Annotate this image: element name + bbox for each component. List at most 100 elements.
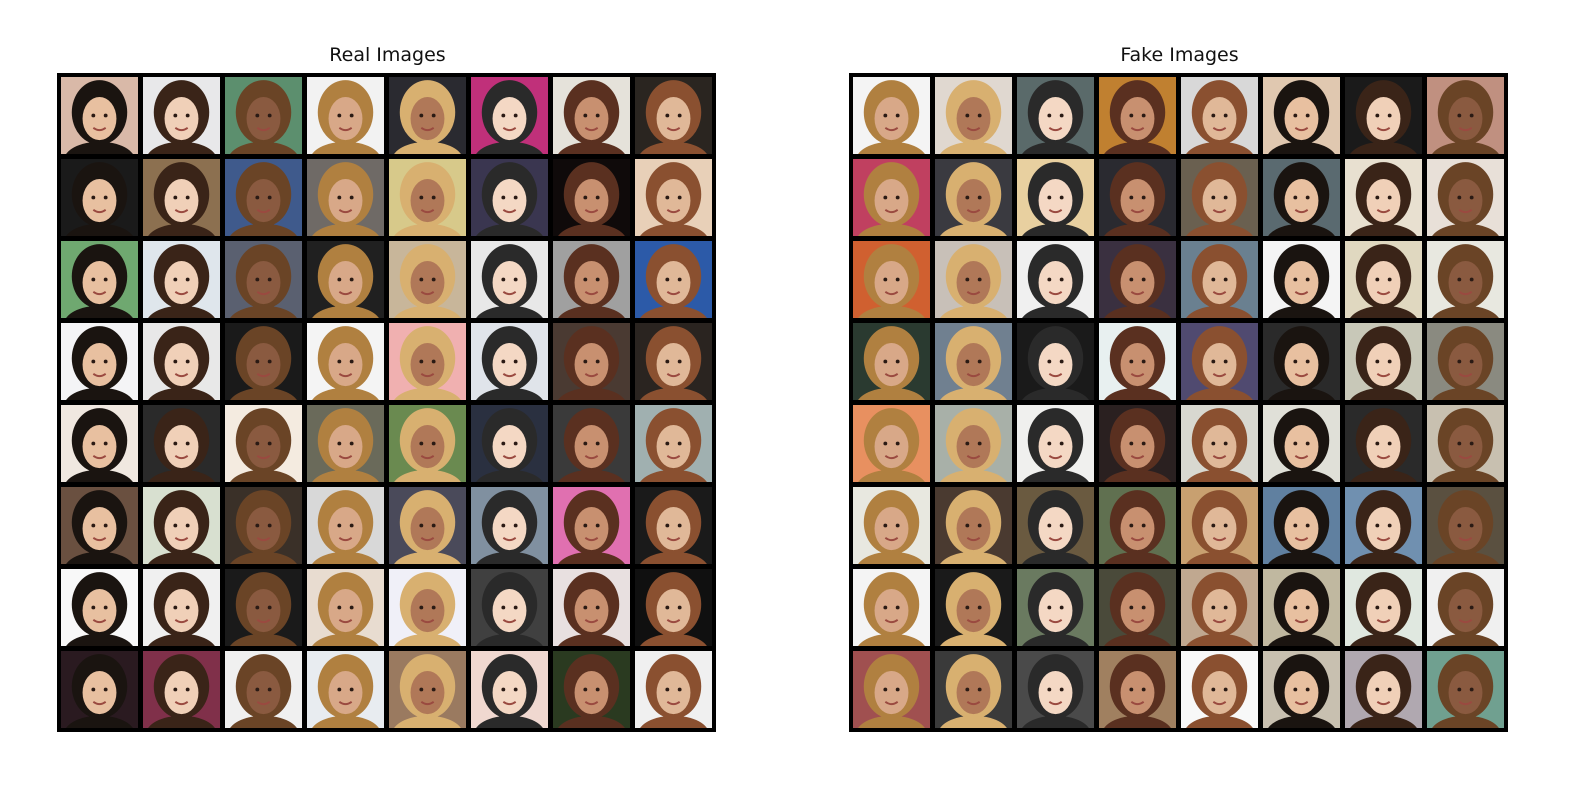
face-icon <box>394 408 461 482</box>
face-icon <box>476 162 543 236</box>
face-icon <box>1350 408 1417 482</box>
face-thumbnail <box>1427 241 1504 318</box>
face-icon <box>66 244 133 318</box>
face-thumbnail <box>1345 77 1422 154</box>
face-thumbnail <box>471 651 548 728</box>
face-thumbnail <box>1345 241 1422 318</box>
face-icon <box>476 490 543 564</box>
face-icon <box>1350 572 1417 646</box>
face-icon <box>148 572 215 646</box>
face-icon <box>1268 244 1335 318</box>
face-icon <box>1104 572 1171 646</box>
face-icon <box>1432 162 1499 236</box>
face-icon <box>940 162 1007 236</box>
face-icon <box>230 326 297 400</box>
face-icon <box>312 408 379 482</box>
image-grid <box>57 73 716 732</box>
face-icon <box>1104 80 1171 154</box>
face-icon <box>558 244 625 318</box>
face-icon <box>394 244 461 318</box>
face-thumbnail <box>143 323 220 400</box>
face-icon <box>1104 654 1171 728</box>
face-icon <box>1022 572 1089 646</box>
face-thumbnail <box>1427 405 1504 482</box>
face-icon <box>312 244 379 318</box>
face-thumbnail <box>1263 77 1340 154</box>
face-thumbnail <box>1345 405 1422 482</box>
face-icon <box>940 326 1007 400</box>
face-icon <box>1350 162 1417 236</box>
face-icon <box>66 408 133 482</box>
face-thumbnail <box>225 569 302 646</box>
face-thumbnail <box>1017 569 1094 646</box>
face-icon <box>1186 162 1253 236</box>
face-thumbnail <box>553 405 630 482</box>
face-thumbnail <box>853 159 930 236</box>
face-thumbnail <box>1181 651 1258 728</box>
face-thumbnail <box>61 569 138 646</box>
face-thumbnail <box>853 569 930 646</box>
face-thumbnail <box>1263 241 1340 318</box>
face-icon <box>1350 654 1417 728</box>
face-thumbnail <box>1263 323 1340 400</box>
face-thumbnail <box>143 651 220 728</box>
face-icon <box>1432 244 1499 318</box>
face-thumbnail <box>471 159 548 236</box>
face-thumbnail <box>61 159 138 236</box>
face-icon <box>1186 654 1253 728</box>
face-thumbnail <box>553 241 630 318</box>
face-thumbnail <box>471 487 548 564</box>
face-thumbnail <box>1345 487 1422 564</box>
face-icon <box>1268 654 1335 728</box>
face-icon <box>148 654 215 728</box>
face-thumbnail <box>389 487 466 564</box>
face-thumbnail <box>1427 569 1504 646</box>
face-icon <box>230 80 297 154</box>
face-icon <box>230 654 297 728</box>
face-icon <box>312 326 379 400</box>
face-thumbnail <box>389 159 466 236</box>
face-icon <box>148 490 215 564</box>
face-thumbnail <box>389 77 466 154</box>
face-icon <box>1268 490 1335 564</box>
face-icon <box>1186 408 1253 482</box>
face-thumbnail <box>1099 487 1176 564</box>
face-thumbnail <box>1099 241 1176 318</box>
face-thumbnail <box>935 323 1012 400</box>
face-icon <box>1432 490 1499 564</box>
face-thumbnail <box>307 487 384 564</box>
face-thumbnail <box>61 487 138 564</box>
face-icon <box>230 244 297 318</box>
face-thumbnail <box>1345 569 1422 646</box>
face-thumbnail <box>1017 487 1094 564</box>
face-thumbnail <box>471 569 548 646</box>
face-icon <box>558 162 625 236</box>
face-thumbnail <box>935 241 1012 318</box>
face-thumbnail <box>61 323 138 400</box>
face-thumbnail <box>61 77 138 154</box>
face-thumbnail <box>389 569 466 646</box>
face-thumbnail <box>1263 651 1340 728</box>
face-icon <box>640 654 707 728</box>
face-thumbnail <box>553 487 630 564</box>
face-icon <box>1350 490 1417 564</box>
face-icon <box>1186 326 1253 400</box>
face-thumbnail <box>1017 323 1094 400</box>
face-thumbnail <box>1427 159 1504 236</box>
face-icon <box>66 490 133 564</box>
face-icon <box>1432 408 1499 482</box>
face-icon <box>1268 80 1335 154</box>
face-thumbnail <box>853 323 930 400</box>
face-thumbnail <box>307 569 384 646</box>
face-thumbnail <box>143 77 220 154</box>
face-icon <box>1186 80 1253 154</box>
face-thumbnail <box>1099 159 1176 236</box>
face-thumbnail <box>1017 77 1094 154</box>
face-icon <box>558 654 625 728</box>
face-icon <box>1022 162 1089 236</box>
face-icon <box>66 654 133 728</box>
face-icon <box>476 326 543 400</box>
face-thumbnail <box>935 159 1012 236</box>
face-icon <box>940 244 1007 318</box>
face-icon <box>1268 572 1335 646</box>
